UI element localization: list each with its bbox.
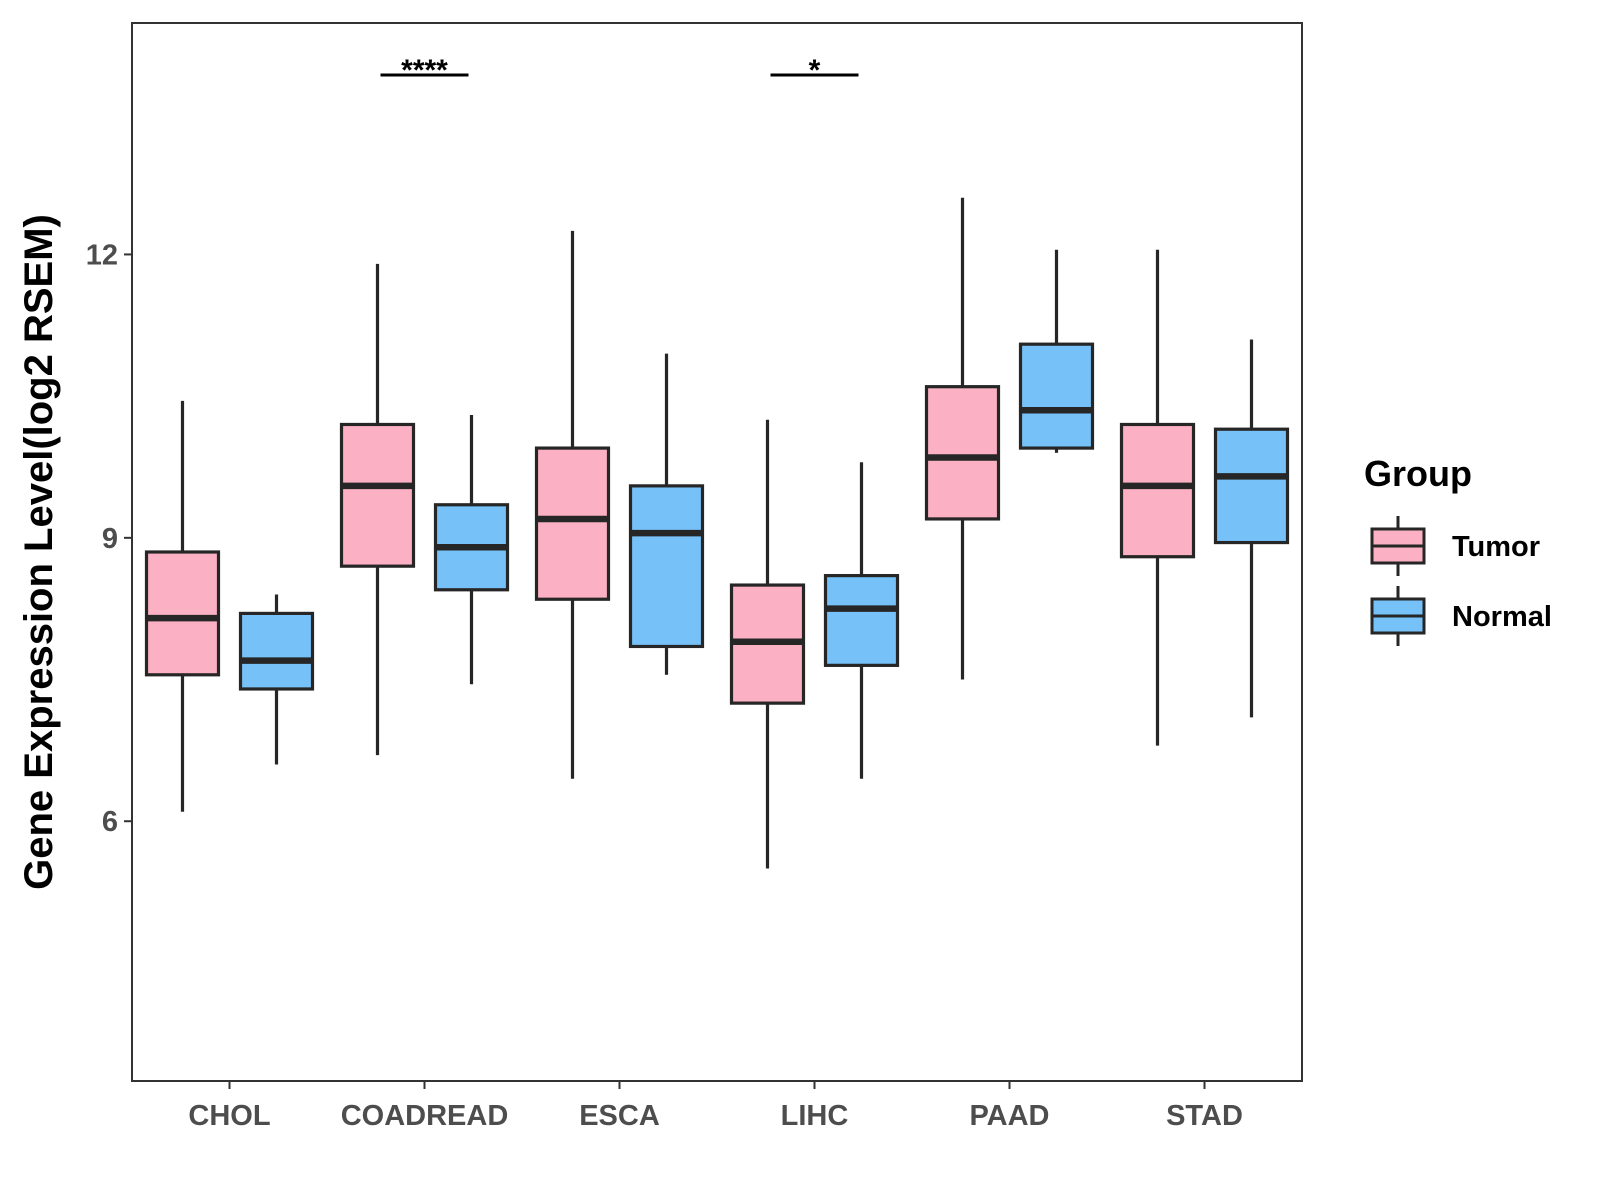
box-iqr — [144, 550, 221, 677]
box-normal-paad — [1018, 249, 1095, 453]
legend-label-normal: Normal — [1452, 601, 1552, 633]
box-iqr — [1213, 427, 1290, 545]
box-iqr — [238, 611, 315, 691]
box-tumor-stad — [1119, 249, 1196, 746]
box-iqr — [339, 422, 416, 568]
box-normal-coadread — [433, 415, 510, 685]
box-tumor-lihc — [729, 419, 806, 869]
y-tick-label: 9 — [102, 523, 118, 555]
box-iqr — [534, 446, 611, 601]
legend-label-tumor: Tumor — [1452, 531, 1540, 563]
legend-key-normal — [1370, 586, 1426, 646]
y-tick-label: 6 — [102, 806, 118, 838]
axis-layer: 6 9 12 CHOL COADREAD ESCA LIHC PAAD STAD — [86, 239, 1243, 1132]
x-tick-label: PAAD — [969, 1100, 1049, 1132]
box-tumor-chol — [144, 400, 221, 812]
legend-key-tumor — [1370, 516, 1426, 576]
significance-label: **** — [401, 54, 448, 87]
box-iqr — [628, 484, 705, 649]
y-axis-title: Gene Expression Level(log2 RSEM) — [17, 214, 61, 890]
x-tick-label: ESCA — [579, 1100, 660, 1132]
box-tumor-paad — [924, 197, 1001, 680]
box-tumor-coadread — [339, 263, 416, 756]
x-tick-label: COADREAD — [341, 1100, 509, 1132]
box-layer — [144, 197, 1290, 869]
significance-layer: **** * — [380, 54, 859, 87]
significance-label: * — [809, 54, 821, 87]
box-iqr — [1018, 342, 1095, 450]
box-iqr — [924, 385, 1001, 521]
x-tick-label: CHOL — [188, 1100, 270, 1132]
legend: Group Tumor Normal — [1364, 453, 1552, 646]
panel-border — [131, 22, 1303, 1082]
y-tick-label: 12 — [86, 239, 118, 271]
box-normal-chol — [238, 594, 315, 765]
box-tumor-esca — [534, 230, 611, 779]
box-iqr — [1119, 422, 1196, 559]
box-normal-stad — [1213, 339, 1290, 718]
x-tick-label: LIHC — [781, 1100, 849, 1132]
x-tick-label: STAD — [1166, 1100, 1243, 1132]
box-normal-lihc — [823, 462, 900, 779]
box-normal-esca — [628, 353, 705, 675]
legend-title: Group — [1364, 453, 1472, 494]
box-iqr — [823, 574, 900, 667]
